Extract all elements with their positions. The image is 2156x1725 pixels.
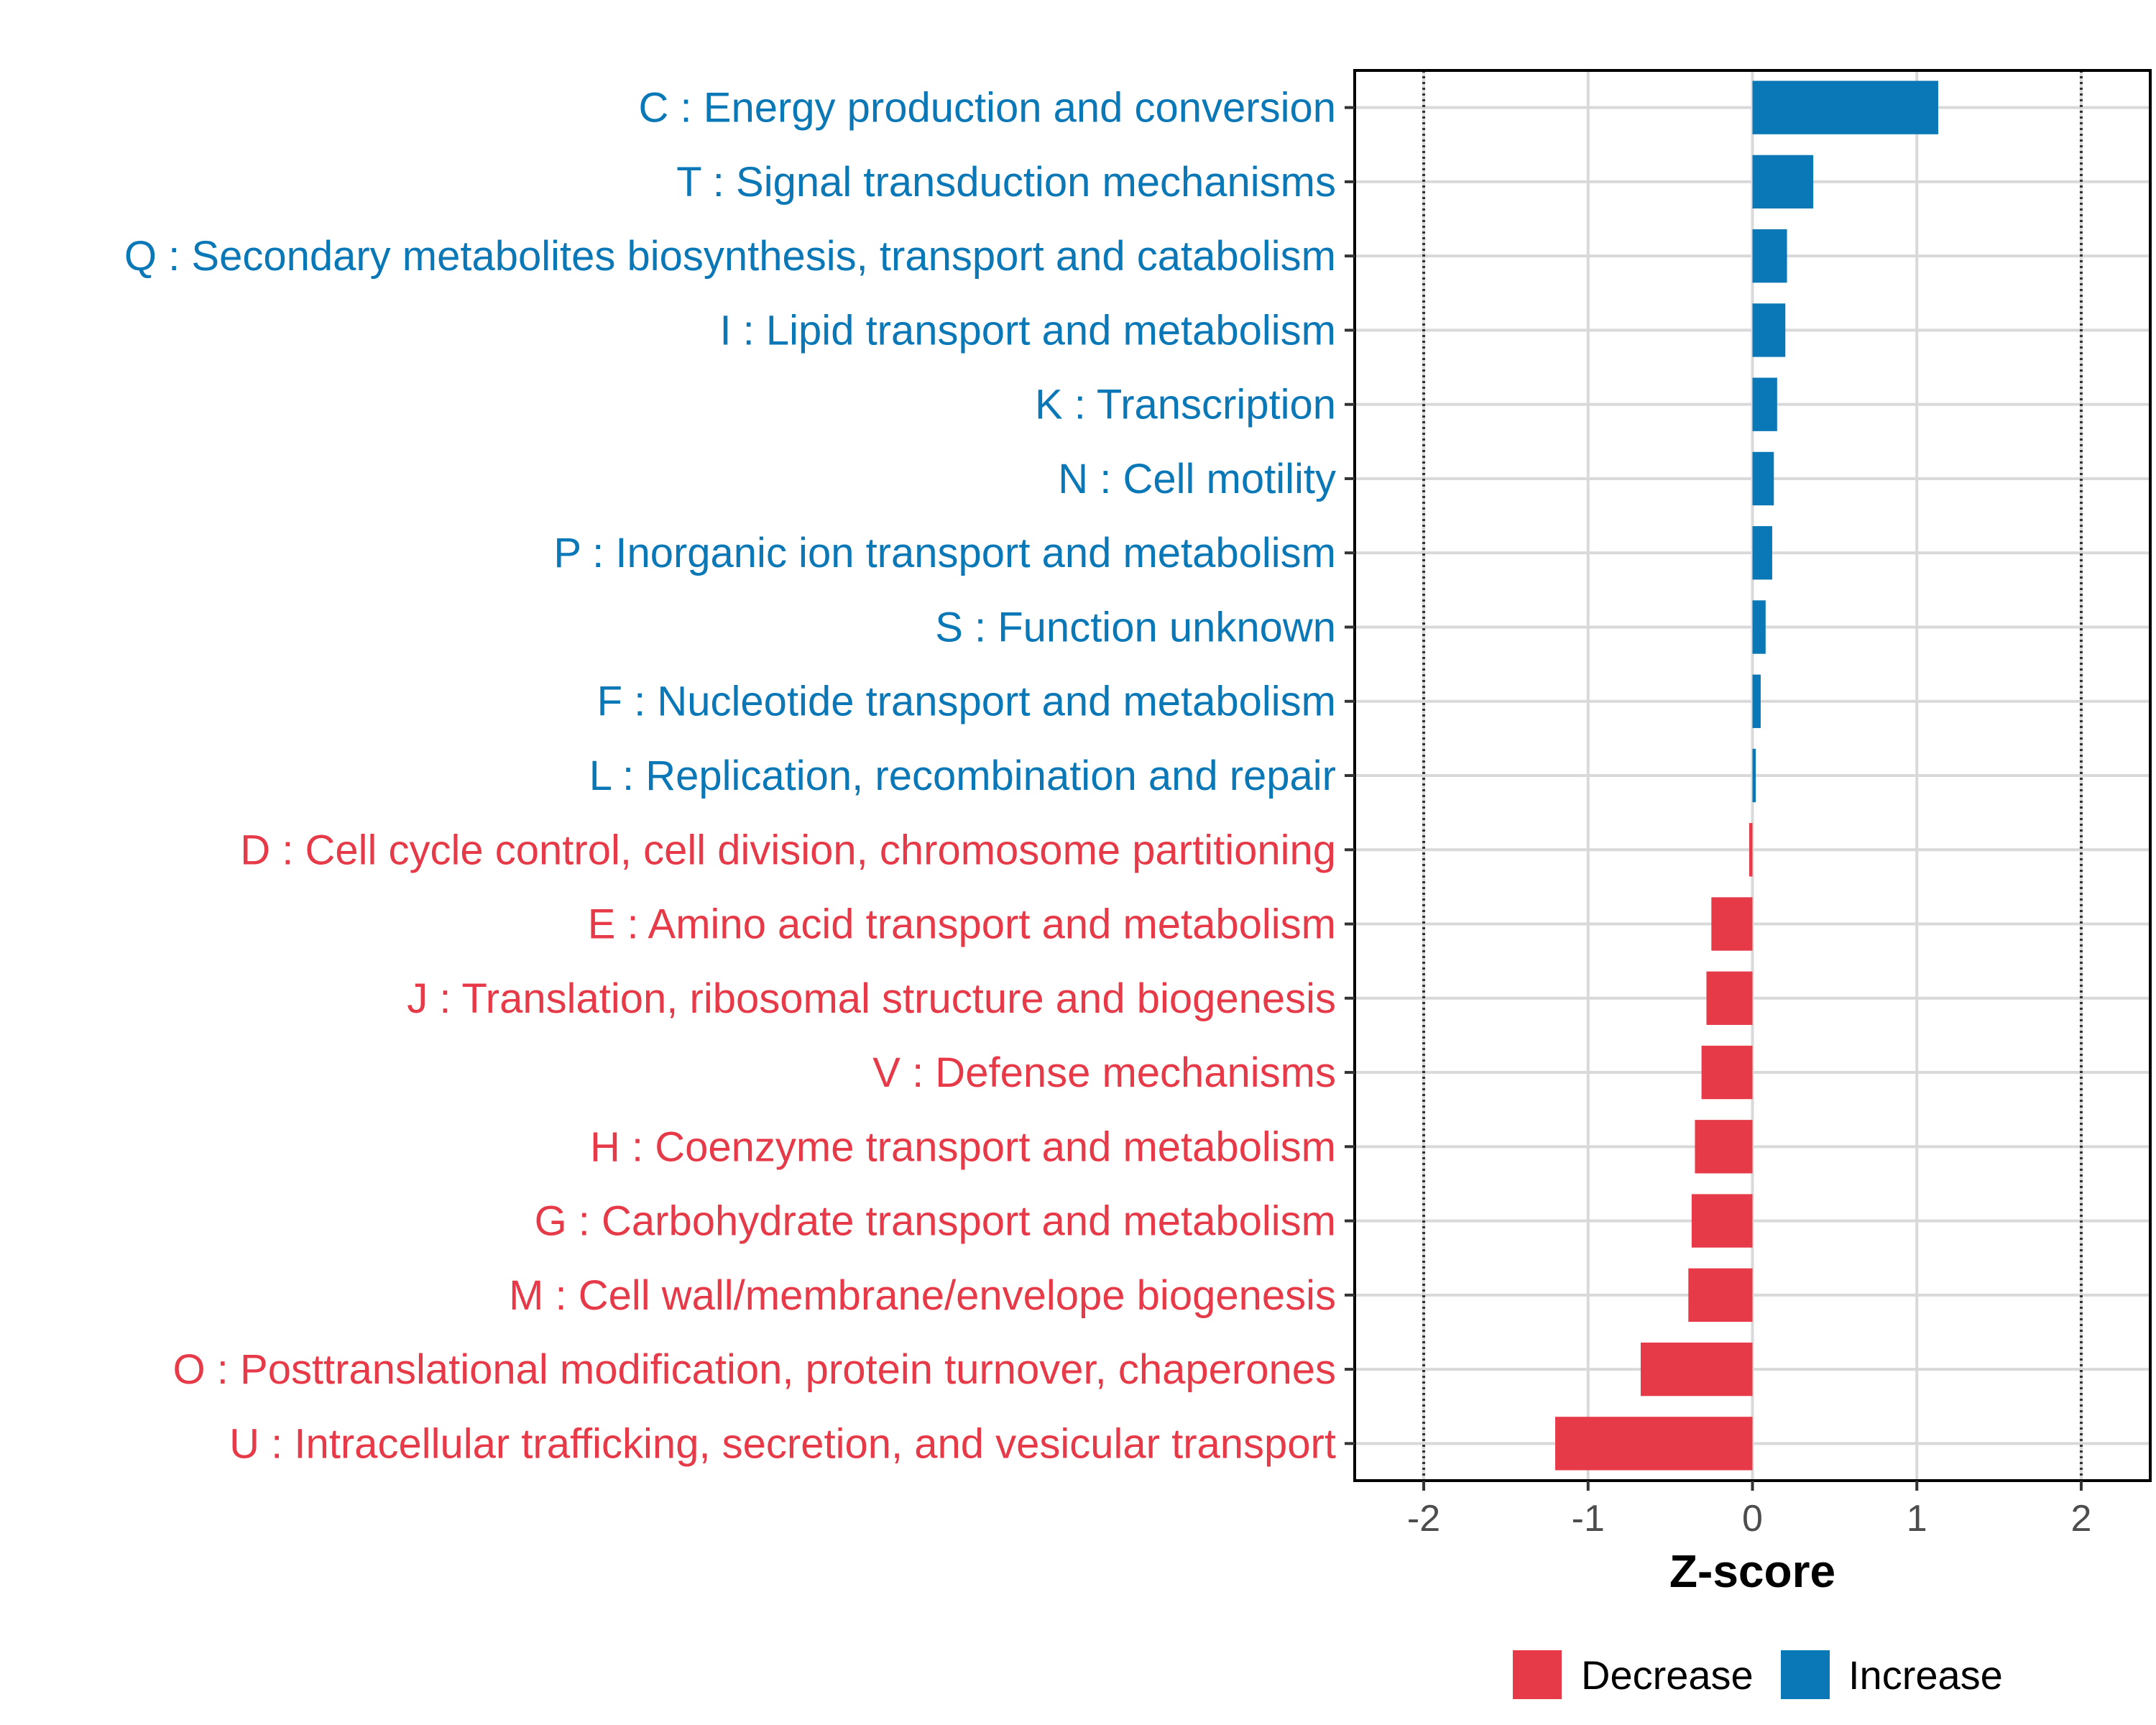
bar <box>1711 897 1753 951</box>
bar <box>1752 155 1814 209</box>
category-label: C : Energy production and conversion <box>639 85 1336 132</box>
bar <box>1752 377 1777 431</box>
bar <box>1706 971 1753 1025</box>
bar <box>1688 1268 1753 1322</box>
category-label: V : Defense mechanisms <box>872 1049 1336 1096</box>
bar <box>1752 674 1761 728</box>
legend-swatch-increase <box>1781 1650 1830 1699</box>
category-label: Q : Secondary metabolites biosynthesis, … <box>124 233 1336 280</box>
x-tick-label: 1 <box>1907 1498 1927 1540</box>
bar <box>1752 451 1774 506</box>
legend-swatch-decrease <box>1513 1650 1562 1699</box>
category-label: O : Posttranslational modification, prot… <box>173 1346 1336 1393</box>
category-label: G : Carbohydrate transport and metabolis… <box>535 1198 1336 1245</box>
x-axis-title: Z-score <box>1669 1545 1835 1597</box>
category-label: T : Signal transduction mechanisms <box>676 159 1336 206</box>
x-axis-ticks: -2 -1 0 1 2 <box>1407 1481 2091 1540</box>
bar <box>1695 1120 1753 1174</box>
bar <box>1752 748 1756 803</box>
category-label: L : Replication, recombination and repai… <box>589 753 1336 799</box>
category-label: J : Translation, ribosomal structure and… <box>407 975 1336 1022</box>
category-label: E : Amino acid transport and metabolism <box>588 901 1336 948</box>
bar <box>1752 526 1772 580</box>
bar <box>1752 80 1938 134</box>
category-label: F : Nucleotide transport and metabolism <box>597 678 1336 725</box>
category-label: N : Cell motility <box>1058 456 1336 502</box>
category-label: P : Inorganic ion transport and metaboli… <box>553 530 1336 576</box>
bar-layer <box>1555 80 1938 1471</box>
bar <box>1701 1045 1753 1100</box>
bar <box>1752 600 1766 654</box>
bar <box>1752 303 1786 357</box>
bar <box>1749 823 1753 877</box>
category-label: M : Cell wall/membrane/envelope biogenes… <box>509 1272 1336 1319</box>
category-label: U : Intracellular trafficking, secretion… <box>229 1420 1336 1467</box>
x-tick-label: -1 <box>1572 1498 1605 1540</box>
bar <box>1691 1194 1753 1248</box>
category-label: S : Function unknown <box>935 604 1336 650</box>
legend: Decrease Increase <box>1513 1650 2003 1699</box>
category-label: H : Coenzyme transport and metabolism <box>590 1123 1336 1170</box>
bar <box>1555 1417 1753 1471</box>
bar <box>1640 1342 1753 1397</box>
x-tick-label: 2 <box>2070 1498 2091 1540</box>
legend-label-increase: Increase <box>1848 1652 2003 1698</box>
category-label: K : Transcription <box>1035 382 1336 428</box>
category-label: D : Cell cycle control, cell division, c… <box>240 827 1336 873</box>
x-tick-label: -2 <box>1407 1498 1440 1540</box>
category-label: I : Lipid transport and metabolism <box>719 307 1336 354</box>
y-axis-ticks: C : Energy production and conversion T : … <box>124 85 1355 1467</box>
x-tick-label: 0 <box>1742 1498 1763 1540</box>
legend-label-decrease: Decrease <box>1581 1652 1754 1698</box>
bar <box>1752 229 1787 283</box>
